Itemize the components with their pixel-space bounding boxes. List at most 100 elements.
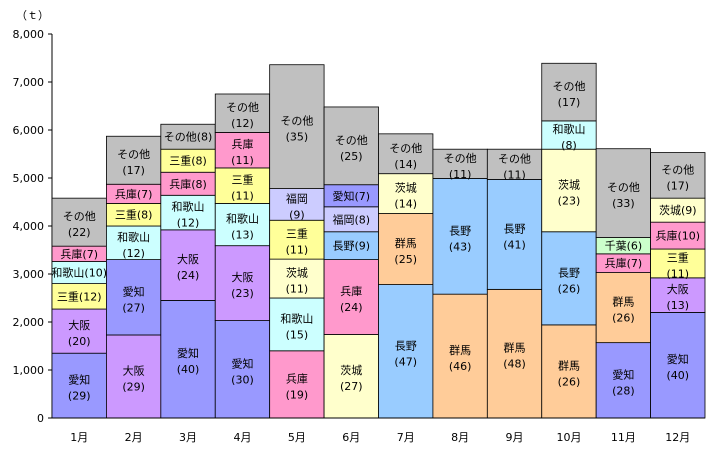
segment-label: 千葉(6)	[605, 239, 643, 253]
segment-share-label: (29)	[122, 380, 145, 393]
y-tick-label: 1,000	[13, 364, 45, 377]
segment-share-label: (40)	[177, 363, 200, 376]
segment-share-label: (12)	[177, 217, 200, 230]
y-tick-label: 2,000	[13, 316, 45, 329]
segment-share-label: (17)	[558, 96, 581, 109]
bar-11: 愛知 (28) 群馬 (26) 兵庫(7) 千葉(6) その他 (33)	[595, 148, 651, 419]
segment-label: 兵庫(10)	[655, 229, 700, 243]
segment-share-label: (30)	[231, 373, 254, 386]
segment-label: 茨城(9)	[659, 203, 697, 217]
bar-12: 愛知 (40) 大阪 (13) 三重 (11) 兵庫(10) 茨城(9) その他 (17)	[650, 152, 706, 419]
bar-segment	[269, 64, 325, 189]
segment-label: その他	[661, 163, 694, 176]
bar-segment	[323, 106, 379, 186]
segment-label: 長野	[449, 224, 471, 237]
segment-label: 和歌山	[117, 230, 150, 244]
segment-share-label: (25)	[394, 253, 417, 266]
segment-share-label: (40)	[666, 369, 689, 382]
segment-label: 兵庫(7)	[115, 187, 153, 201]
bar-segment	[650, 221, 706, 250]
segment-share-label: (26)	[558, 375, 581, 388]
segment-label: 三重(8)	[169, 154, 207, 168]
segment-share-label: (33)	[612, 197, 635, 210]
x-tick-label: 7月	[397, 431, 415, 444]
bar-segment	[214, 203, 271, 247]
segment-label: その他	[226, 101, 259, 114]
segment-share-label: (26)	[558, 282, 581, 295]
bar-segment	[214, 245, 271, 321]
bar-segment	[51, 283, 107, 310]
x-tick-label: 11月	[611, 431, 636, 444]
segment-label: 三重(12)	[57, 289, 102, 303]
segment-share-label: (12)	[231, 117, 254, 130]
bar-segment	[486, 148, 543, 180]
x-axis: 1月 2月 3月 4月 5月 6月 7月 8月 9月 10月 11月 12月	[52, 417, 705, 444]
segment-share-label: (11)	[666, 267, 689, 280]
bar-segment	[160, 229, 216, 301]
x-tick-label: 2月	[125, 431, 143, 444]
y-tick-label: 4,000	[13, 220, 45, 233]
segment-share-label: (22)	[68, 226, 91, 239]
x-tick-label: 12月	[665, 431, 690, 444]
segment-label: 長野(9)	[332, 240, 370, 253]
x-tick-label: 8月	[451, 431, 469, 444]
bar-segment	[51, 197, 107, 247]
x-tick-label: 9月	[506, 431, 524, 444]
segment-label: 和歌山(10)	[51, 266, 107, 280]
segment-share-label: (23)	[558, 194, 581, 207]
segment-share-label: (17)	[122, 164, 145, 177]
segment-label: 愛知	[123, 284, 145, 298]
bar-5: 兵庫 (19) 和歌山 (15) 茨城 (11) 三重 (11) 福岡 (9) その他 (35)	[269, 64, 325, 419]
segment-share-label: (11)	[286, 283, 309, 296]
y-axis-unit: （ｔ）	[16, 9, 49, 22]
segment-share-label: (27)	[122, 301, 145, 314]
bar-8: 群馬 (46) 長野 (43) その他 (11)	[432, 148, 488, 419]
segment-share-label: (11)	[286, 244, 309, 257]
segment-label: その他	[63, 210, 96, 223]
bar-9: 群馬 (48) 長野 (41) その他 (11)	[486, 148, 543, 419]
bar-segment	[650, 277, 706, 313]
segment-label: 三重	[667, 250, 689, 264]
segment-label: 茨城	[340, 363, 362, 377]
segment-label: 愛知	[68, 373, 90, 387]
y-tick-label: 0	[37, 412, 44, 425]
segment-share-label: (13)	[231, 229, 254, 242]
segment-share-label: (47)	[394, 355, 417, 368]
segment-label: 兵庫(7)	[60, 247, 98, 261]
segment-share-label: (46)	[449, 360, 472, 373]
bar-segment	[541, 148, 597, 233]
segment-label: 三重	[231, 173, 253, 187]
segment-label: 和歌山	[226, 212, 259, 226]
bar-3: 愛知 (40) 大阪 (24) 和歌山 (12) 兵庫(8) 三重(8) その他(8)	[160, 123, 216, 419]
segment-label: その他(8)	[164, 131, 213, 144]
bar-segment	[106, 259, 162, 336]
bar-1: 愛知 (29) 大阪 (20) 三重(12) 和歌山(10) 兵庫(7) その他 (22)	[51, 197, 107, 419]
bar-segment	[432, 148, 488, 179]
x-tick-label: 4月	[233, 431, 251, 444]
segment-label: 大阪	[231, 270, 253, 284]
bar-segment	[51, 308, 107, 354]
bar-segment	[214, 131, 271, 169]
x-tick-label: 5月	[288, 431, 306, 444]
segment-label: 群馬	[395, 236, 417, 250]
bar-segment	[541, 62, 597, 122]
y-tick-label: 5,000	[13, 172, 45, 185]
segment-label: 茨城	[558, 177, 580, 191]
bar-segment	[378, 284, 434, 419]
bar-segment	[214, 167, 271, 204]
bar-segment	[378, 133, 434, 175]
bars-group: 愛知(29)大阪(20)三重(12)和歌山(10)兵庫(7)その他(22)大阪(…	[51, 62, 706, 419]
segment-label: 長野	[504, 222, 526, 235]
segment-share-label: (9)	[289, 208, 305, 221]
bar-segment	[106, 135, 162, 185]
segment-share-label: (14)	[394, 158, 417, 171]
segment-label: 兵庫	[340, 284, 362, 298]
segment-share-label: (19)	[286, 388, 309, 401]
bar-segment	[214, 93, 271, 133]
bar-segment	[541, 231, 597, 326]
segment-label: 愛知	[667, 352, 689, 366]
segment-label: 和歌山	[280, 311, 313, 325]
segment-share-label: (11)	[503, 168, 526, 181]
segment-label: 愛知(7)	[332, 189, 370, 203]
segment-share-label: (12)	[122, 247, 145, 260]
